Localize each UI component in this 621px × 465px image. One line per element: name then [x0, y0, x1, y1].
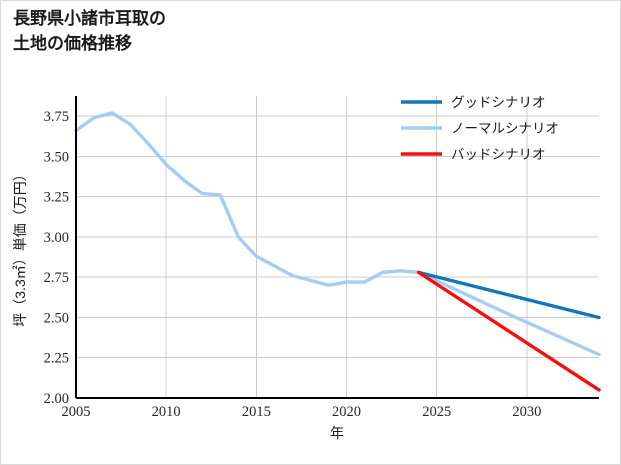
y-tick-label: 2.50	[44, 310, 69, 326]
series-line	[416, 270, 601, 392]
grid-lines	[75, 96, 599, 399]
axis-spines	[74, 96, 599, 400]
series-line	[416, 270, 601, 320]
x-tick-label: 2030	[512, 404, 541, 420]
y-tick-label: 3.25	[44, 190, 69, 206]
y-tick-label: 3.75	[44, 109, 69, 125]
legend-label: ノーマルシナリオ	[451, 121, 559, 136]
y-tick-label: 2.00	[44, 391, 69, 407]
legend-label: グッドシナリオ	[451, 95, 546, 110]
page-title: 長野県小諸市耳取の 土地の価格推移	[13, 9, 166, 53]
y-tick-labels: 2.00 2.25 2.50 2.75 3.00 3.25 3.50 3.75	[44, 109, 69, 407]
series-line	[74, 111, 601, 357]
y-tick-label: 2.25	[44, 351, 69, 367]
y-tick-label: 3.50	[44, 149, 69, 165]
y-axis-title: 坪（3.3㎡）単価（万円）	[12, 167, 28, 326]
series-lines	[74, 111, 601, 392]
x-tick-label: 2020	[332, 404, 361, 420]
x-tick-label: 2005	[62, 404, 91, 420]
y-tick-label: 2.75	[44, 270, 69, 286]
x-tick-labels: 2005 2010 2015 2020 2025 2030	[62, 404, 542, 420]
y-tick-label: 3.00	[44, 230, 69, 246]
x-tick-label: 2015	[242, 404, 271, 420]
x-tick-label: 2025	[422, 404, 451, 420]
x-tick-label: 2010	[152, 404, 181, 420]
legend-label: バッドシナリオ	[451, 147, 546, 162]
x-axis-title: 年	[330, 425, 344, 441]
